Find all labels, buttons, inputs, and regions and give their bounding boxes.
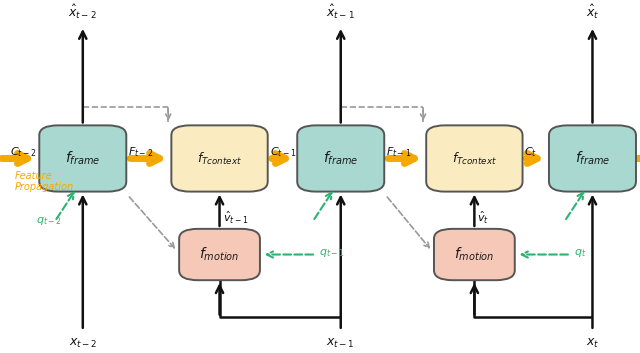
Text: $C_{t-2}$: $C_{t-2}$: [10, 145, 36, 159]
Text: $f_{Tcontext}$: $f_{Tcontext}$: [197, 150, 242, 167]
Text: $C_{t}$: $C_{t}$: [524, 145, 538, 159]
FancyBboxPatch shape: [434, 229, 515, 280]
Text: $F_{t-2}$: $F_{t-2}$: [128, 145, 154, 159]
Text: $f_{motion}$: $f_{motion}$: [454, 246, 495, 263]
Text: $\hat{x}_{t-2}$: $\hat{x}_{t-2}$: [68, 3, 97, 21]
Text: $f_{frame}$: $f_{frame}$: [575, 150, 610, 167]
Text: $q_{t-1}$: $q_{t-1}$: [319, 247, 345, 259]
FancyBboxPatch shape: [179, 229, 260, 280]
Text: $f_{frame}$: $f_{frame}$: [323, 150, 358, 167]
Text: Feature
Propagation: Feature Propagation: [15, 171, 74, 192]
FancyBboxPatch shape: [172, 125, 268, 192]
FancyBboxPatch shape: [426, 125, 522, 192]
Text: $C_{t-1}$: $C_{t-1}$: [269, 145, 296, 159]
Text: $\hat{x}_{t-1}$: $\hat{x}_{t-1}$: [326, 3, 355, 21]
Text: $x_{t-2}$: $x_{t-2}$: [68, 337, 97, 351]
Text: $f_{Tcontext}$: $f_{Tcontext}$: [452, 150, 497, 167]
Text: $\hat{v}_{t}$: $\hat{v}_{t}$: [477, 209, 490, 226]
Text: $f_{motion}$: $f_{motion}$: [200, 246, 239, 263]
Text: $x_{t}$: $x_{t}$: [586, 337, 599, 351]
FancyBboxPatch shape: [297, 125, 384, 192]
Text: $f_{frame}$: $f_{frame}$: [65, 150, 100, 167]
Text: $q_{t-2}$: $q_{t-2}$: [36, 215, 61, 227]
Text: $F_{t-1}$: $F_{t-1}$: [386, 145, 412, 159]
Text: $x_{t-1}$: $x_{t-1}$: [326, 337, 355, 351]
FancyBboxPatch shape: [549, 125, 636, 192]
Text: $\hat{x}_{t}$: $\hat{x}_{t}$: [586, 3, 599, 21]
Text: $q_{t}$: $q_{t}$: [574, 247, 586, 259]
FancyBboxPatch shape: [39, 125, 126, 192]
Text: $\hat{v}_{t-1}$: $\hat{v}_{t-1}$: [223, 209, 248, 226]
